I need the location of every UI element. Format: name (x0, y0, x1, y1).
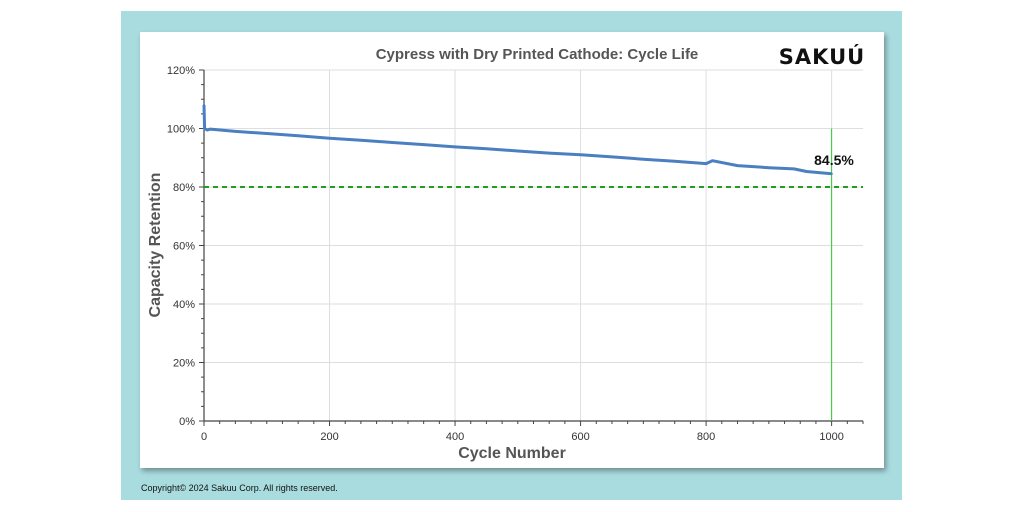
data-point (296, 134, 300, 138)
data-point (547, 151, 551, 155)
data-point (711, 159, 714, 162)
series (202, 103, 833, 176)
y-tick-label: 40% (173, 299, 195, 311)
data-point (391, 141, 394, 144)
data-point (516, 149, 520, 153)
data-point (579, 153, 582, 157)
x-tick-label: 0 (201, 431, 207, 443)
data-point (792, 167, 796, 171)
x-tick-label: 400 (446, 431, 464, 443)
reference-lines (204, 128, 863, 421)
sakuu-logo: SAKUÚ (779, 44, 865, 69)
data-point (736, 164, 739, 167)
grid (204, 69, 863, 421)
x-tick-label: 600 (571, 431, 589, 443)
y-tick-label: 0% (179, 416, 195, 428)
chart-panel (140, 32, 884, 468)
y-tick-label: 120% (167, 65, 195, 77)
data-point (234, 130, 237, 133)
final-value-annotation: 84.5% (814, 152, 854, 168)
data-point (265, 132, 268, 135)
y-tick-label: 80% (173, 182, 195, 194)
x-tick-label: 200 (320, 431, 338, 443)
data-point (328, 136, 331, 140)
x-tick-label: 1000 (819, 431, 843, 443)
y-tick-label: 100% (167, 124, 195, 136)
data-point (767, 166, 771, 169)
data-point (203, 127, 206, 130)
y-tick-label: 60% (173, 241, 195, 253)
x-axis-label: Cycle Number (458, 445, 566, 462)
x-tick-label: 800 (697, 431, 715, 443)
axes (199, 69, 864, 426)
data-point (673, 160, 676, 163)
data-point (830, 172, 833, 176)
data-point (359, 139, 363, 142)
data-point (485, 147, 488, 150)
data-point (209, 127, 212, 131)
y-tick-label: 20% (173, 358, 195, 370)
data-point (205, 128, 209, 132)
data-point (642, 158, 645, 161)
copyright-text: Copyright© 2024 Sakuu Corp. All rights r… (141, 483, 338, 493)
chart-title: Cypress with Dry Printed Cathode: Cycle … (376, 46, 699, 63)
data-point (422, 143, 425, 146)
data-point (202, 103, 206, 107)
data-point (453, 145, 457, 149)
data-point (805, 170, 808, 173)
y-axis-label: Capacity Retention (147, 173, 164, 318)
capacity-retention-line (202, 105, 832, 176)
tick-labels: 0% 20% 40% 60% 80% 100% 120% 0 200 400 600 800 1000 (167, 65, 844, 443)
data-point (704, 162, 708, 165)
data-point (610, 155, 614, 159)
